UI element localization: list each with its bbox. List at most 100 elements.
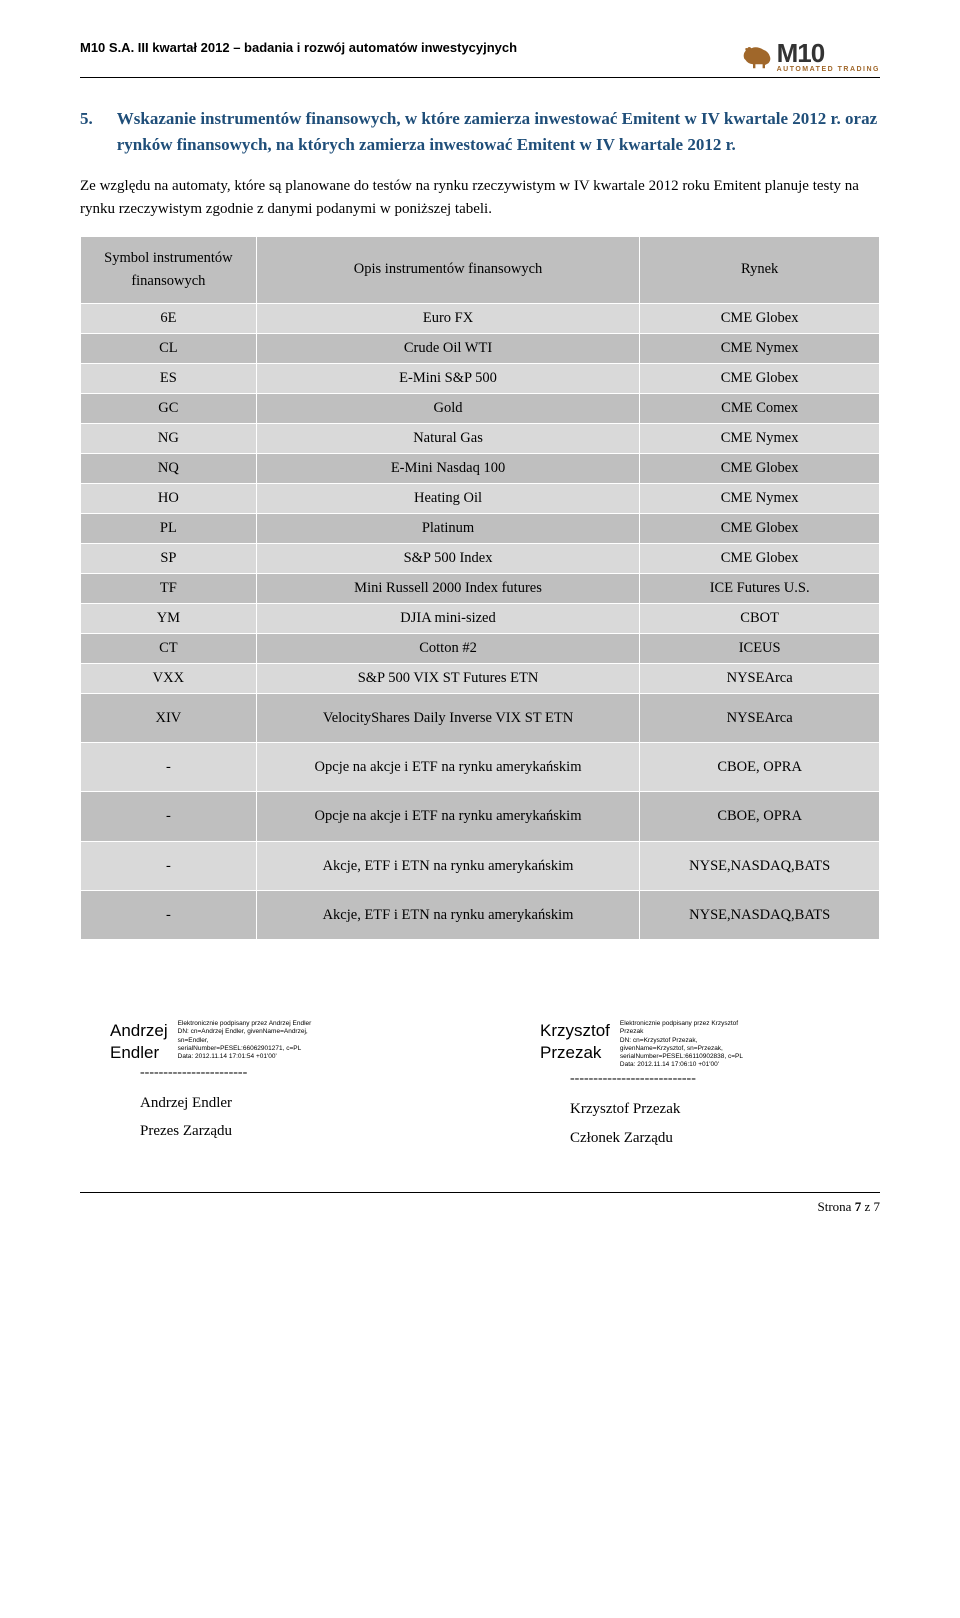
- table-row: NQE-Mini Nasdaq 100CME Globex: [81, 453, 880, 483]
- sig-right-printed: Krzysztof Przezak Członek Zarządu: [570, 1095, 880, 1152]
- page-footer: Strona 7 z 7: [80, 1192, 880, 1215]
- sig-left-printed: Andrzej Endler Prezes Zarządu: [140, 1089, 450, 1146]
- table-cell: CBOE, OPRA: [640, 743, 880, 792]
- table-cell: DJIA mini-sized: [256, 603, 640, 633]
- table-cell: YM: [81, 603, 257, 633]
- table-cell: CME Comex: [640, 393, 880, 423]
- table-cell: NYSEArca: [640, 663, 880, 693]
- table-cell: NQ: [81, 453, 257, 483]
- table-cell: Opcje na akcje i ETF na rynku amerykańsk…: [256, 743, 640, 792]
- document-header: M10 S.A. III kwartał 2012 – badania i ro…: [80, 40, 880, 73]
- footer-divider: [80, 1192, 880, 1193]
- table-cell: CME Nymex: [640, 333, 880, 363]
- table-cell: ES: [81, 363, 257, 393]
- table-row: -Opcje na akcje i ETF na rynku amerykańs…: [81, 792, 880, 841]
- table-cell: -: [81, 792, 257, 841]
- sig-right-bigname: Krzysztof Przezak: [540, 1020, 610, 1063]
- table-cell: XIV: [81, 693, 257, 742]
- table-cell: Euro FX: [256, 303, 640, 333]
- table-cell: -: [81, 891, 257, 940]
- table-cell: S&P 500 Index: [256, 543, 640, 573]
- sig-left-dashes: -----------------------: [140, 1065, 450, 1081]
- table-cell: E-Mini S&P 500: [256, 363, 640, 393]
- table-cell: CME Globex: [640, 363, 880, 393]
- table-cell: Cotton #2: [256, 633, 640, 663]
- sig-left-bigname: Andrzej Endler: [110, 1020, 168, 1063]
- table-cell: 6E: [81, 303, 257, 333]
- table-row: CTCotton #2ICEUS: [81, 633, 880, 663]
- sig-left-meta: Elektronicznie podpisany przez Andrzej E…: [178, 1020, 312, 1061]
- table-cell: -: [81, 743, 257, 792]
- table-cell: Akcje, ETF i ETN na rynku amerykańskim: [256, 891, 640, 940]
- signature-right: Krzysztof Przezak Elektronicznie podpisa…: [510, 1020, 880, 1152]
- table-cell: Opcje na akcje i ETF na rynku amerykańsk…: [256, 792, 640, 841]
- table-cell: CL: [81, 333, 257, 363]
- sig-right-meta: Elektronicznie podpisany przez Krzysztof…: [620, 1020, 743, 1069]
- table-header-market: Rynek: [640, 236, 880, 303]
- table-row: -Akcje, ETF i ETN na rynku amerykańskimN…: [81, 891, 880, 940]
- table-row: -Akcje, ETF i ETN na rynku amerykańskimN…: [81, 841, 880, 890]
- table-cell: Heating Oil: [256, 483, 640, 513]
- table-cell: S&P 500 VIX ST Futures ETN: [256, 663, 640, 693]
- logo-text: M10: [777, 40, 880, 66]
- sig-left-role: Prezes Zarządu: [140, 1117, 450, 1146]
- body-paragraph: Ze względu na automaty, które są planowa…: [80, 175, 880, 222]
- bull-icon: [741, 44, 773, 70]
- table-cell: Crude Oil WTI: [256, 333, 640, 363]
- instruments-table: Symbol instrumentów finansowych Opis ins…: [80, 236, 880, 941]
- table-row: GCGoldCME Comex: [81, 393, 880, 423]
- table-row: XIVVelocityShares Daily Inverse VIX ST E…: [81, 693, 880, 742]
- page-number: Strona 7 z 7: [80, 1199, 880, 1215]
- table-row: TFMini Russell 2000 Index futuresICE Fut…: [81, 573, 880, 603]
- table-cell: ICEUS: [640, 633, 880, 663]
- header-divider: [80, 77, 880, 78]
- sig-right-role: Członek Zarządu: [570, 1124, 880, 1153]
- table-cell: CT: [81, 633, 257, 663]
- section-title: Wskazanie instrumentów finansowych, w kt…: [117, 106, 880, 157]
- sig-left-name: Andrzej Endler: [140, 1089, 450, 1118]
- table-cell: VXX: [81, 663, 257, 693]
- table-cell: NYSE,NASDAQ,BATS: [640, 891, 880, 940]
- table-cell: GC: [81, 393, 257, 423]
- section-number: 5.: [80, 106, 93, 132]
- table-cell: HO: [81, 483, 257, 513]
- table-cell: CBOE, OPRA: [640, 792, 880, 841]
- table-cell: CME Globex: [640, 513, 880, 543]
- table-cell: CME Globex: [640, 303, 880, 333]
- header-left-text: M10 S.A. III kwartał 2012 – badania i ro…: [80, 40, 517, 55]
- table-row: ESE-Mini S&P 500CME Globex: [81, 363, 880, 393]
- table-row: SPS&P 500 IndexCME Globex: [81, 543, 880, 573]
- signature-left: Andrzej Endler Elektronicznie podpisany …: [80, 1020, 450, 1152]
- table-cell: Akcje, ETF i ETN na rynku amerykańskim: [256, 841, 640, 890]
- sig-right-name: Krzysztof Przezak: [570, 1095, 880, 1124]
- table-cell: NG: [81, 423, 257, 453]
- table-cell: NYSEArca: [640, 693, 880, 742]
- table-cell: CME Globex: [640, 453, 880, 483]
- table-row: VXXS&P 500 VIX ST Futures ETNNYSEArca: [81, 663, 880, 693]
- table-cell: CME Nymex: [640, 423, 880, 453]
- table-cell: CME Globex: [640, 543, 880, 573]
- table-cell: TF: [81, 573, 257, 603]
- table-cell: NYSE,NASDAQ,BATS: [640, 841, 880, 890]
- table-cell: Natural Gas: [256, 423, 640, 453]
- table-cell: ICE Futures U.S.: [640, 573, 880, 603]
- table-row: NGNatural GasCME Nymex: [81, 423, 880, 453]
- table-row: HOHeating OilCME Nymex: [81, 483, 880, 513]
- table-cell: E-Mini Nasdaq 100: [256, 453, 640, 483]
- table-cell: VelocityShares Daily Inverse VIX ST ETN: [256, 693, 640, 742]
- table-row: CLCrude Oil WTICME Nymex: [81, 333, 880, 363]
- table-row: -Opcje na akcje i ETF na rynku amerykańs…: [81, 743, 880, 792]
- table-row: PLPlatinumCME Globex: [81, 513, 880, 543]
- table-header-desc: Opis instrumentów finansowych: [256, 236, 640, 303]
- section-heading: 5. Wskazanie instrumentów finansowych, w…: [80, 106, 880, 157]
- table-cell: CME Nymex: [640, 483, 880, 513]
- sig-right-dashes: ---------------------------: [570, 1071, 880, 1087]
- logo-subtext: AUTOMATED TRADING: [777, 66, 880, 73]
- table-cell: -: [81, 841, 257, 890]
- table-row: 6EEuro FXCME Globex: [81, 303, 880, 333]
- table-header-row: Symbol instrumentów finansowych Opis ins…: [81, 236, 880, 303]
- table-row: YMDJIA mini-sizedCBOT: [81, 603, 880, 633]
- table-cell: PL: [81, 513, 257, 543]
- table-cell: SP: [81, 543, 257, 573]
- signatures-area: Andrzej Endler Elektronicznie podpisany …: [80, 1020, 880, 1152]
